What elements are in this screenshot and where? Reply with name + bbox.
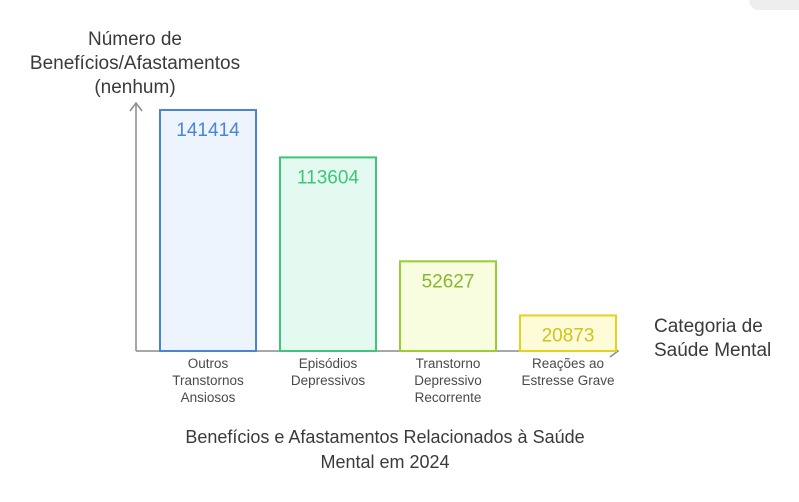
chart-title: Benefícios e Afastamentos Relacionados à… — [185, 427, 585, 472]
chart-category-labels: Outros Transtornos Ansiosos Episódios Depres… — [172, 356, 614, 405]
value-label-3: 52627 — [422, 271, 475, 292]
y-axis-label: Número de Benefícios/Afastamentos (nenhu… — [29, 29, 241, 98]
corner-toolbar[interactable] — [749, 0, 799, 10]
x-axis-label: Categoria de Saúde Mental — [654, 316, 772, 361]
category-label-3: Transtorno Depressivo Recorrente — [414, 356, 482, 405]
bar-3 — [399, 260, 497, 352]
category-label-4: Reações ao Estresse Grave — [521, 356, 614, 388]
y-axis-arrow — [129, 101, 143, 112]
value-label-4: 20873 — [542, 325, 595, 346]
category-label-1: Outros Transtornos Ansiosos — [172, 356, 244, 405]
chart-value-labels: 141414 113604 52627 20873 — [176, 120, 594, 346]
category-label-2: Episódios Depressivos — [291, 356, 366, 388]
value-label-1: 141414 — [176, 120, 240, 141]
bar-1 — [159, 109, 257, 352]
chart-bars — [159, 109, 617, 352]
bar-2 — [279, 156, 377, 352]
bar-chart: 141414 113604 52627 20873 Outros Transtornos… — [129, 101, 620, 405]
value-label-2: 113604 — [297, 167, 359, 188]
bar-4 — [519, 314, 617, 352]
